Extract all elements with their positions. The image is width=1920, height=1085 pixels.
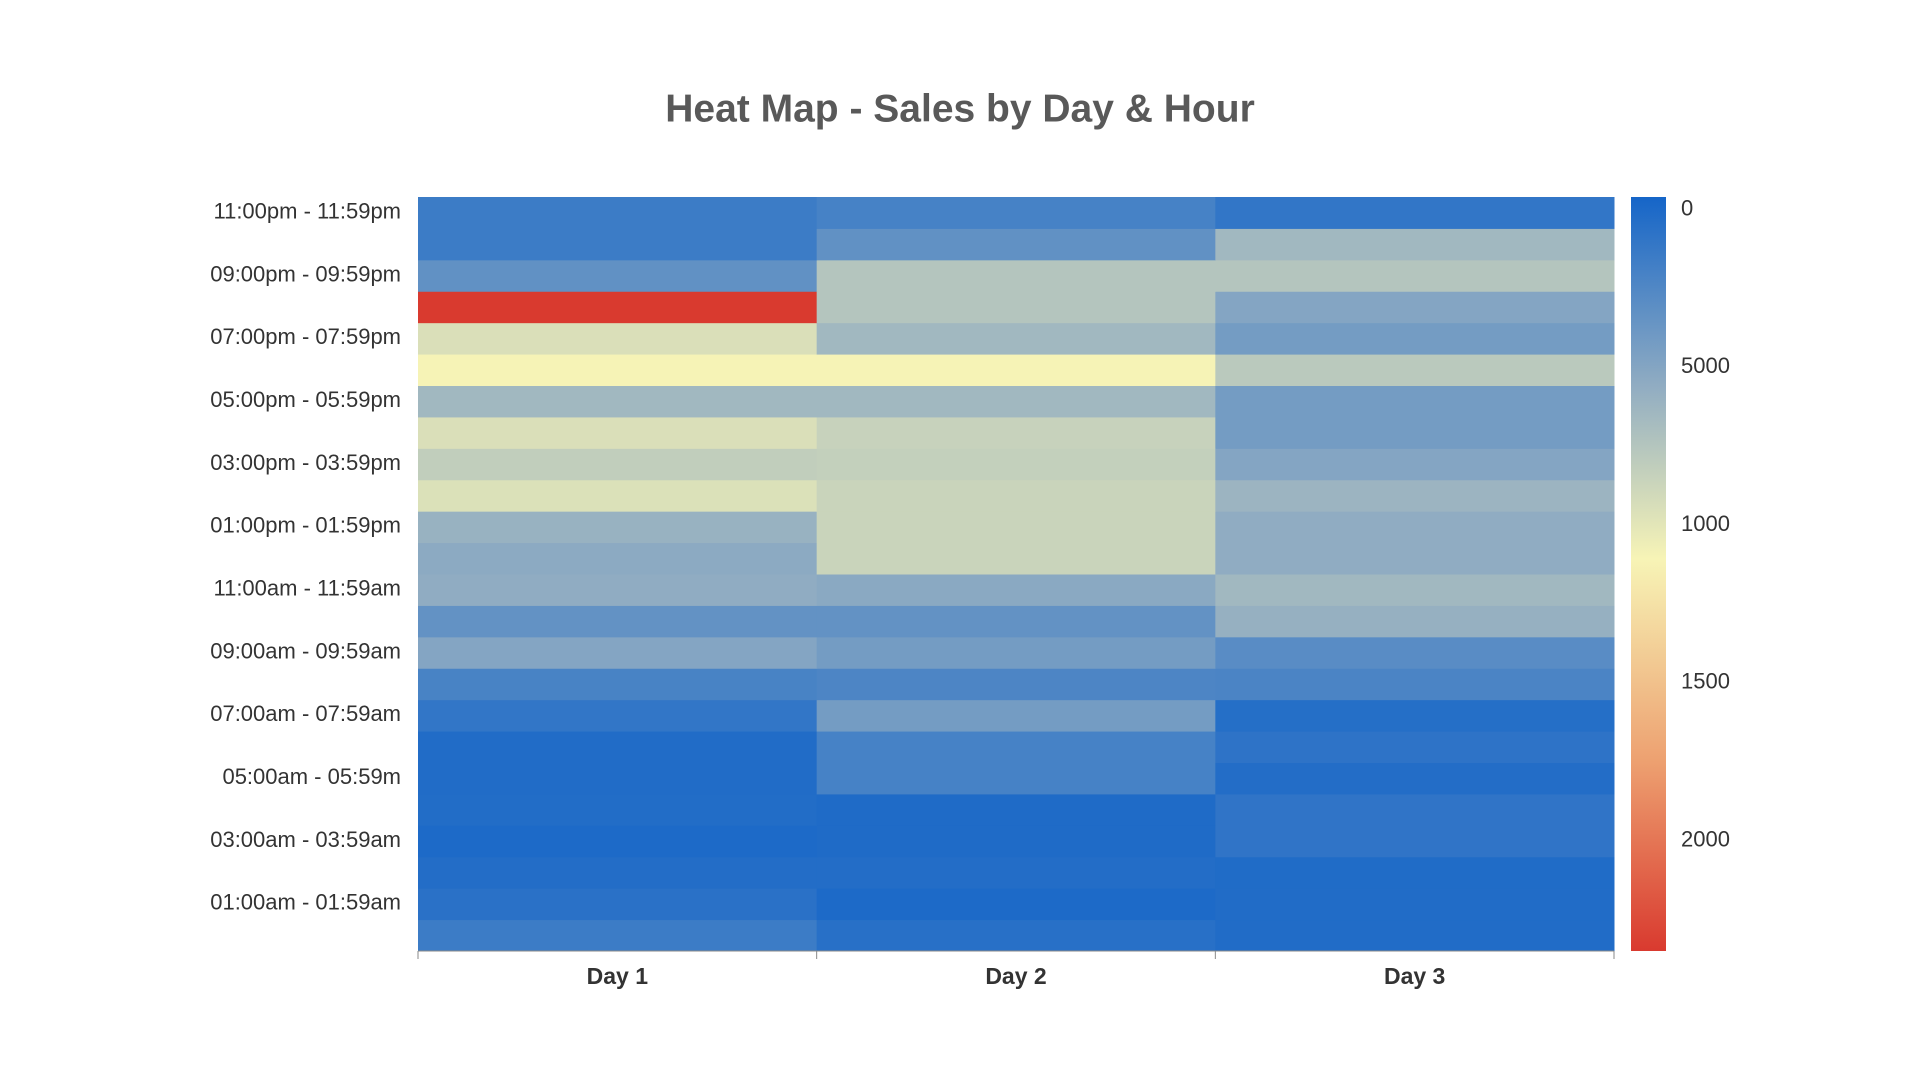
heat-cell: [1215, 448, 1615, 481]
x-tick-label: Day 3: [1384, 963, 1445, 989]
heat-cell: [1215, 605, 1615, 638]
heat-cell: [418, 448, 818, 481]
heat-cell: [418, 385, 818, 418]
heat-cell: [418, 542, 818, 575]
heat-cell: [1215, 228, 1615, 261]
x-tick-label: Day 1: [587, 963, 649, 989]
heat-cell: [1215, 479, 1615, 512]
heat-cell: [816, 542, 1216, 575]
colorbar-tick-label: 5000: [1681, 353, 1730, 378]
heat-cell: [816, 385, 1216, 418]
heat-cell: [418, 511, 818, 544]
heat-cell: [418, 762, 818, 795]
heat-cell: [816, 825, 1216, 858]
heat-cell: [1215, 668, 1615, 701]
y-tick-label: 11:00am - 11:59am: [213, 576, 401, 601]
heat-cell: [816, 354, 1216, 386]
heat-cell: [418, 197, 818, 229]
y-tick-label: 05:00am - 05:59m: [222, 764, 401, 789]
heat-cell: [816, 448, 1216, 481]
y-tick-label: 03:00am - 03:59am: [210, 827, 401, 852]
x-tick-label: Day 2: [985, 963, 1046, 989]
heat-cell: [816, 574, 1216, 606]
heat-cell: [816, 668, 1216, 701]
heat-cell: [1215, 322, 1615, 355]
heat-cell: [418, 825, 818, 858]
heat-cell: [816, 731, 1216, 763]
heat-cell: [816, 856, 1216, 889]
heat-cell: [1215, 354, 1615, 386]
y-tick-label: 01:00am - 01:59am: [210, 890, 401, 915]
heat-cell: [418, 605, 818, 638]
heat-cell: [418, 888, 818, 921]
heat-cell: [1215, 197, 1615, 229]
heat-cell: [816, 416, 1216, 449]
heat-cell: [1215, 574, 1615, 606]
y-tick-label: 05:00pm - 05:59pm: [210, 387, 401, 412]
heat-cell: [1215, 291, 1615, 324]
heat-cell: [1215, 919, 1615, 952]
heat-cell: [816, 259, 1216, 292]
chart-title: Heat Map - Sales by Day & Hour: [665, 87, 1255, 130]
heat-cell: [418, 574, 818, 606]
heat-cell: [816, 511, 1216, 544]
heat-cell: [816, 228, 1216, 261]
y-tick-label: 07:00pm - 07:59pm: [210, 324, 401, 349]
heat-cell: [1215, 793, 1615, 826]
heat-cell: [418, 479, 818, 512]
heat-cell: [1215, 762, 1615, 795]
heat-cell: [418, 699, 818, 732]
heat-cell: [1215, 825, 1615, 858]
heat-cell: [816, 291, 1216, 324]
heat-cell: [1215, 542, 1615, 575]
colorbar-tick-label: 1000: [1681, 511, 1730, 536]
heat-cell: [816, 793, 1216, 826]
heat-cell: [1215, 385, 1615, 418]
heat-cell: [816, 322, 1216, 355]
heat-cell: [1215, 731, 1615, 763]
heat-cell: [418, 322, 818, 355]
heat-cell: [418, 636, 818, 669]
heat-cell: [1215, 416, 1615, 449]
colorbar-tick-label: 0: [1681, 195, 1693, 220]
heat-cell: [1215, 888, 1615, 921]
heat-cell: [816, 699, 1216, 732]
heat-cell: [418, 668, 818, 701]
heat-cell: [418, 919, 818, 952]
colorbar-tick-label: 2000: [1681, 826, 1730, 851]
heat-cell: [1215, 636, 1615, 669]
heat-cell: [418, 291, 818, 324]
heat-cell: [816, 762, 1216, 795]
heat-cell: [418, 354, 818, 386]
heat-cell: [816, 197, 1216, 229]
heat-cell: [418, 416, 818, 449]
colorbar-tick-label: 1500: [1681, 669, 1730, 694]
y-tick-label: 03:00pm - 03:59pm: [210, 450, 401, 475]
y-tick-label: 01:00pm - 01:59pm: [210, 513, 401, 538]
y-tick-label: 07:00am - 07:59am: [210, 701, 401, 726]
heat-cell: [418, 793, 818, 826]
heat-cell: [418, 259, 818, 292]
y-tick-label: 11:00pm - 11:59pm: [213, 199, 401, 224]
heat-cell: [816, 919, 1216, 952]
heat-cell: [1215, 699, 1615, 732]
heat-cell: [1215, 511, 1615, 544]
heat-cell: [1215, 259, 1615, 292]
heat-cell: [1215, 856, 1615, 889]
heat-cell: [816, 888, 1216, 921]
heat-cell: [816, 605, 1216, 638]
y-tick-label: 09:00am - 09:59am: [210, 638, 401, 663]
heat-cell: [418, 856, 818, 889]
heat-cell: [418, 731, 818, 763]
heat-cell: [418, 228, 818, 261]
colorbar: [1631, 197, 1666, 951]
y-tick-label: 09:00pm - 09:59pm: [210, 261, 401, 286]
heat-cell: [816, 479, 1216, 512]
heat-cell: [816, 636, 1216, 669]
